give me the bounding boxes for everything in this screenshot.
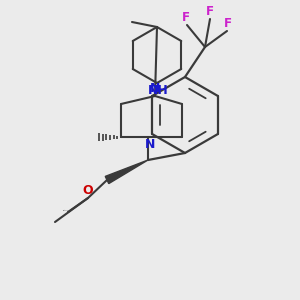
Text: N: N bbox=[145, 138, 155, 151]
Text: F: F bbox=[182, 11, 190, 24]
Text: F: F bbox=[206, 5, 214, 18]
Text: N: N bbox=[150, 82, 160, 95]
Text: methoxy: methoxy bbox=[63, 210, 69, 211]
Text: F: F bbox=[224, 17, 232, 30]
Text: NH: NH bbox=[148, 84, 168, 97]
Polygon shape bbox=[105, 160, 148, 184]
Text: O: O bbox=[83, 184, 93, 197]
